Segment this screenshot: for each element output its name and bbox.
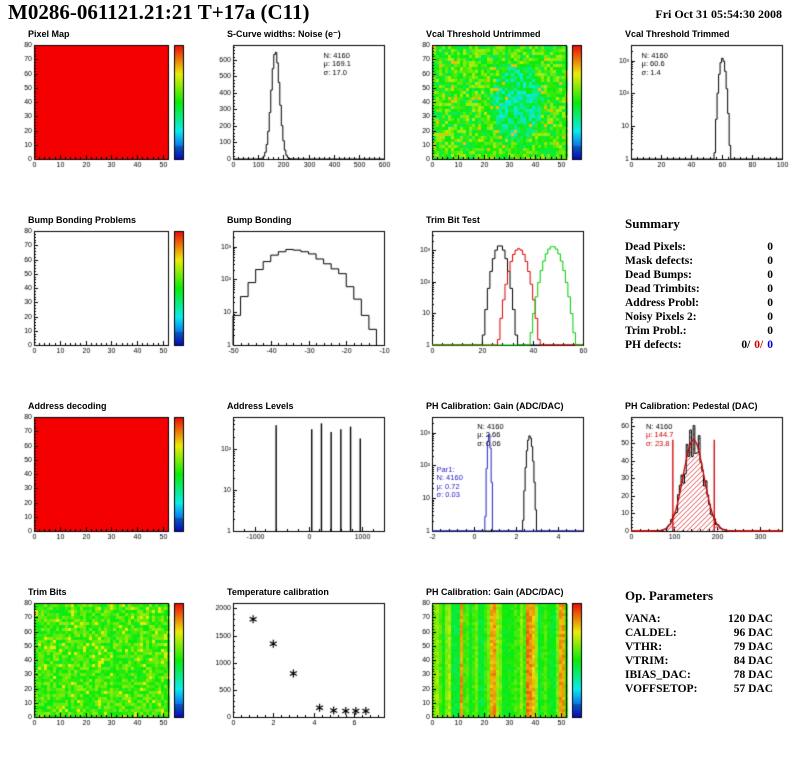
summary-row-noisy-pixels: Noisy Pixels 2: 0 <box>625 311 773 323</box>
panel-pixel-map: Pixel Map <box>2 28 201 214</box>
panel-ph-gain-map: PH Calibration: Gain (ADC/DAC) <box>400 586 599 772</box>
op-row-vtrim: VTRIM: 84 DAC <box>625 655 773 667</box>
plot-title-bump-bonding: Bump Bonding <box>227 215 292 225</box>
summary-row-mask-defects: Mask defects: 0 <box>625 255 773 267</box>
plot-title-bump-bonding-problems: Bump Bonding Problems <box>28 215 136 225</box>
bump-bonding-plot <box>203 226 393 360</box>
panel-scurve-noise: S-Curve widths: Noise (e⁻) <box>201 28 400 214</box>
op-row-vthr: VTHR: 79 DAC <box>625 641 773 653</box>
plot-title-address-levels: Address Levels <box>227 401 294 411</box>
bump-bonding-problems-plot <box>4 226 194 360</box>
temperature-calibration-plot <box>203 598 393 732</box>
summary-row-ph-defects: PH defects: 0/0/0 <box>625 339 773 351</box>
plot-grid: Pixel Map S-Curve widths: Noise (e⁻) Vca… <box>2 28 796 772</box>
scurve-noise-plot <box>203 40 393 174</box>
panel-vcal-trimmed: Vcal Threshold Trimmed <box>599 28 796 214</box>
panel-ph-gain-hist: PH Calibration: Gain (ADC/DAC) <box>400 400 599 586</box>
plot-title-trim-bit-test: Trim Bit Test <box>426 215 480 225</box>
pixel-map-plot <box>4 40 194 174</box>
ph-gain-map-plot <box>402 598 592 732</box>
summary-title: Summary <box>625 216 680 231</box>
plot-title-ph-pedestal: PH Calibration: Pedestal (DAC) <box>625 401 758 411</box>
ph-gain-hist-plot <box>402 412 592 546</box>
trim-bits-plot <box>4 598 194 732</box>
plot-title-scurve-noise: S-Curve widths: Noise (e⁻) <box>227 29 341 39</box>
panel-trim-bits: Trim Bits <box>2 586 201 772</box>
summary-row-address-probl: Address Probl: 0 <box>625 297 773 309</box>
op-row-voffsetop: VOFFSETOP: 57 DAC <box>625 683 773 695</box>
plot-title-trim-bits: Trim Bits <box>28 587 67 597</box>
op-parameters-title: Op. Parameters <box>625 588 714 603</box>
report-header: M0286-061121.21:21 T+17a (C11) Fri Oct 3… <box>0 0 796 28</box>
panel-vcal-untrimmed: Vcal Threshold Untrimmed <box>400 28 599 214</box>
plot-title-address-decoding: Address decoding <box>28 401 107 411</box>
ph-pedestal-plot <box>601 412 791 546</box>
summary-row-dead-trimbits: Dead Trimbits: 0 <box>625 283 773 295</box>
plot-title-pixel-map: Pixel Map <box>28 29 70 39</box>
plot-title-temperature-calibration: Temperature calibration <box>227 587 329 597</box>
trim-bit-test-plot <box>402 226 592 360</box>
summary-row-dead-bumps: Dead Bumps: 0 <box>625 269 773 281</box>
panel-temperature-calibration: Temperature calibration <box>201 586 400 772</box>
plot-title-ph-gain-map: PH Calibration: Gain (ADC/DAC) <box>426 587 564 597</box>
address-decoding-plot <box>4 412 194 546</box>
summary-row-trim-probl: Trim Probl.: 0 <box>625 325 773 337</box>
plot-title-vcal-trimmed: Vcal Threshold Trimmed <box>625 29 730 39</box>
panel-trim-bit-test: Trim Bit Test <box>400 214 599 400</box>
panel-address-levels: Address Levels <box>201 400 400 586</box>
op-parameters-panel: Op. Parameters VANA: 120 DAC CALDEL: 96 DA… <box>599 586 796 772</box>
op-row-ibias: IBIAS_DAC: 78 DAC <box>625 669 773 681</box>
panel-address-decoding: Address decoding <box>2 400 201 586</box>
panel-bump-bonding-problems: Bump Bonding Problems <box>2 214 201 400</box>
address-levels-plot <box>203 412 393 546</box>
summary-panel: Summary Dead Pixels: 0 Mask defects: 0 Dea… <box>599 214 796 400</box>
op-row-vana: VANA: 120 DAC <box>625 613 773 625</box>
vcal-trimmed-plot <box>601 40 791 174</box>
op-row-caldel: CALDEL: 96 DAC <box>625 627 773 639</box>
panel-ph-pedestal: PH Calibration: Pedestal (DAC) <box>599 400 796 586</box>
plot-title-ph-gain-hist: PH Calibration: Gain (ADC/DAC) <box>426 401 564 411</box>
report-date: Fri Oct 31 05:54:30 2008 <box>655 7 782 21</box>
page-title: M0286-061121.21:21 T+17a (C11) <box>8 0 310 24</box>
plot-title-vcal-untrimmed: Vcal Threshold Untrimmed <box>426 29 541 39</box>
ph-defects-values: 0/0/0 <box>741 339 773 351</box>
summary-row-dead-pixels: Dead Pixels: 0 <box>625 241 773 253</box>
panel-bump-bonding: Bump Bonding <box>201 214 400 400</box>
vcal-untrimmed-plot <box>402 40 592 174</box>
